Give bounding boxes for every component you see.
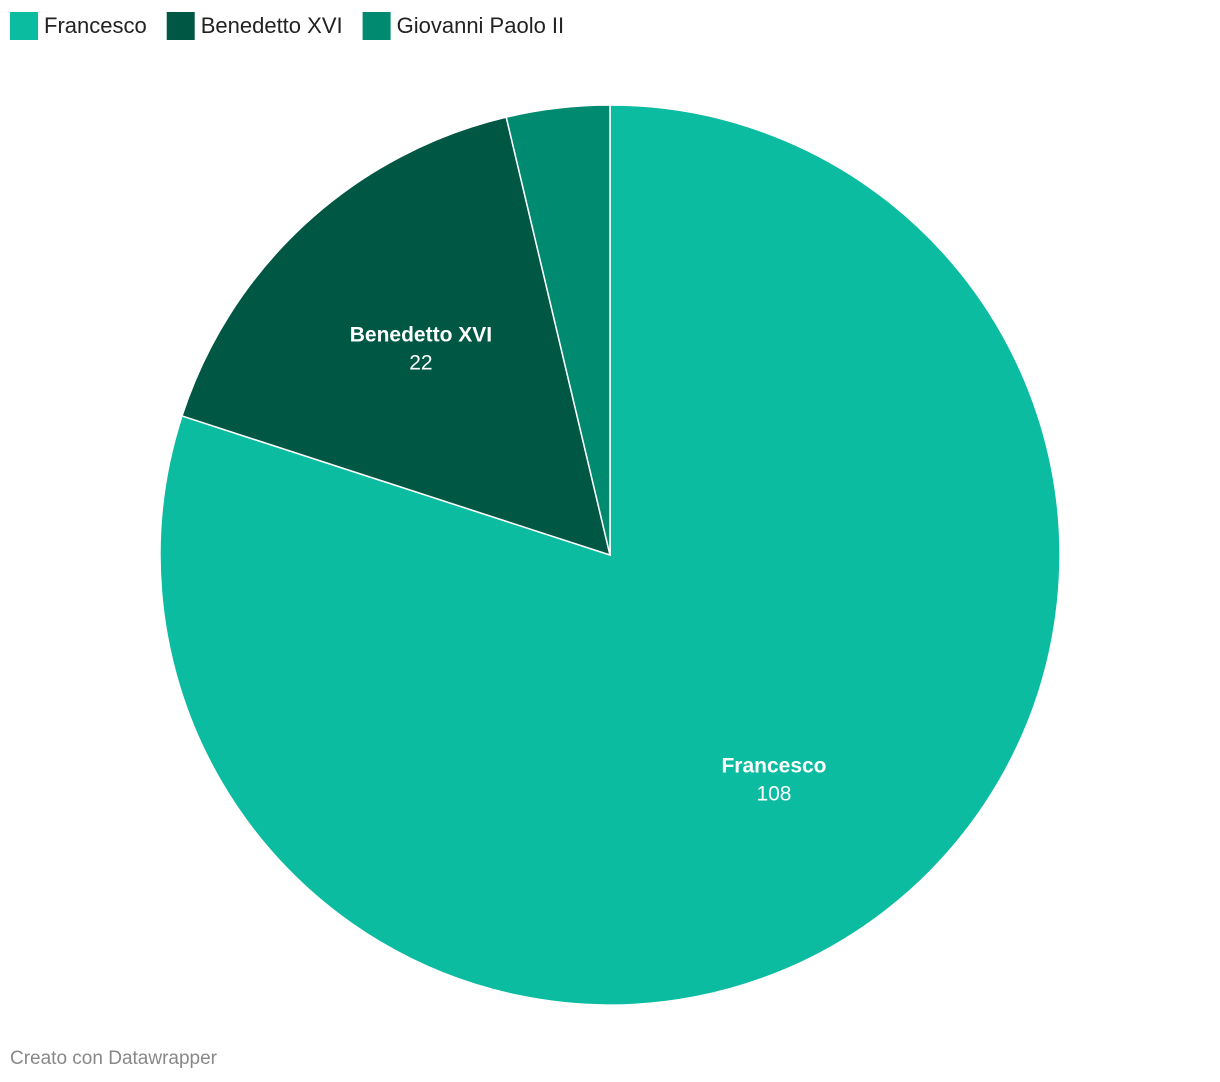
slice-label: Benedetto XVI (350, 323, 492, 346)
legend-label: Benedetto XVI (201, 13, 343, 38)
slice-value: 22 (409, 351, 432, 374)
legend-swatch (362, 12, 391, 40)
pie-slice (181, 116, 612, 557)
slice-value: 108 (756, 782, 791, 805)
legend-swatch (10, 12, 38, 40)
legend-label: Francesco (44, 13, 147, 38)
legend-swatch (166, 12, 195, 40)
credit: Creato con Datawrapper (10, 1048, 218, 1069)
pie-slice (505, 104, 611, 556)
slice-label: Francesco (721, 754, 826, 777)
legend-label: Giovanni Paolo II (397, 13, 565, 38)
